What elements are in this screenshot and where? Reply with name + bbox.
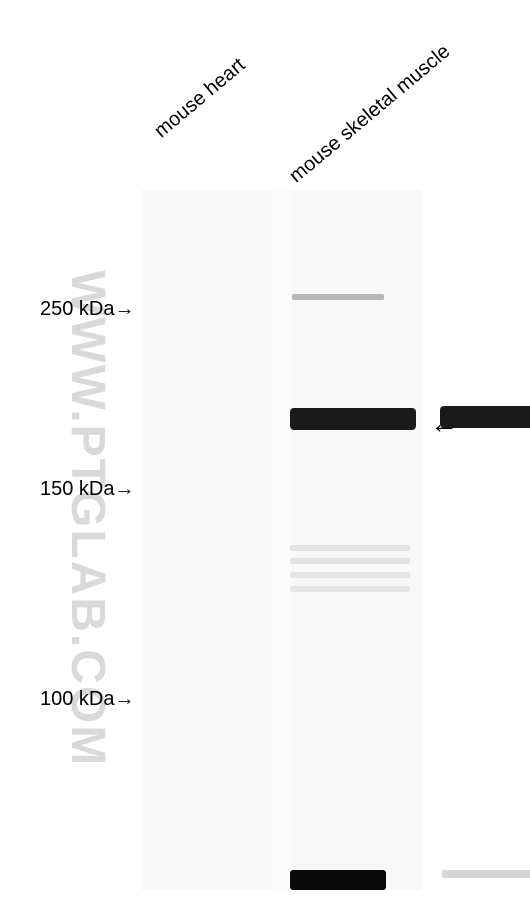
band-faint-high-1 bbox=[292, 294, 384, 300]
figure-container: WWW.PTGLAB.COM mouse heart mouse skeleta… bbox=[0, 0, 530, 903]
band-faint-mid-3 bbox=[290, 572, 410, 578]
marker-100: 100 kDa→ bbox=[40, 688, 135, 711]
band-faint-mid-1 bbox=[290, 545, 410, 551]
band-faint-mid-4 bbox=[290, 586, 410, 592]
blot-membrane bbox=[142, 190, 422, 890]
marker-150: 150 kDa→ bbox=[40, 478, 135, 501]
blot-lane-1 bbox=[142, 190, 272, 890]
band-bottom-lane1 bbox=[290, 870, 386, 890]
band-faint-mid-2 bbox=[290, 558, 410, 564]
lane-label-2: mouse skeletal muscle bbox=[285, 40, 455, 188]
lane-label-1: mouse heart bbox=[150, 54, 250, 143]
marker-250: 250 kDa→ bbox=[40, 298, 135, 321]
band-main-lane1 bbox=[290, 408, 416, 430]
band-bottom-lane2 bbox=[442, 870, 530, 878]
band-main-lane2 bbox=[440, 406, 530, 428]
